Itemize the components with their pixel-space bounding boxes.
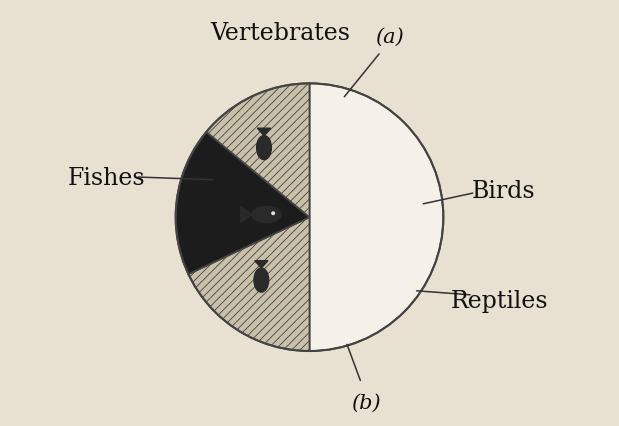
Polygon shape xyxy=(241,207,252,223)
Ellipse shape xyxy=(252,207,282,223)
Circle shape xyxy=(272,213,274,215)
Text: Fishes: Fishes xyxy=(67,166,145,189)
Ellipse shape xyxy=(254,268,269,292)
Polygon shape xyxy=(258,129,271,136)
Wedge shape xyxy=(176,132,310,274)
Text: Birds: Birds xyxy=(472,179,535,202)
Wedge shape xyxy=(188,218,310,351)
Wedge shape xyxy=(310,84,443,351)
Ellipse shape xyxy=(257,136,271,160)
Wedge shape xyxy=(206,84,310,218)
Text: Reptiles: Reptiles xyxy=(451,289,548,312)
Text: Vertebrates: Vertebrates xyxy=(210,22,350,45)
Polygon shape xyxy=(254,261,268,268)
Text: (b): (b) xyxy=(351,392,381,412)
Text: (a): (a) xyxy=(375,28,404,47)
